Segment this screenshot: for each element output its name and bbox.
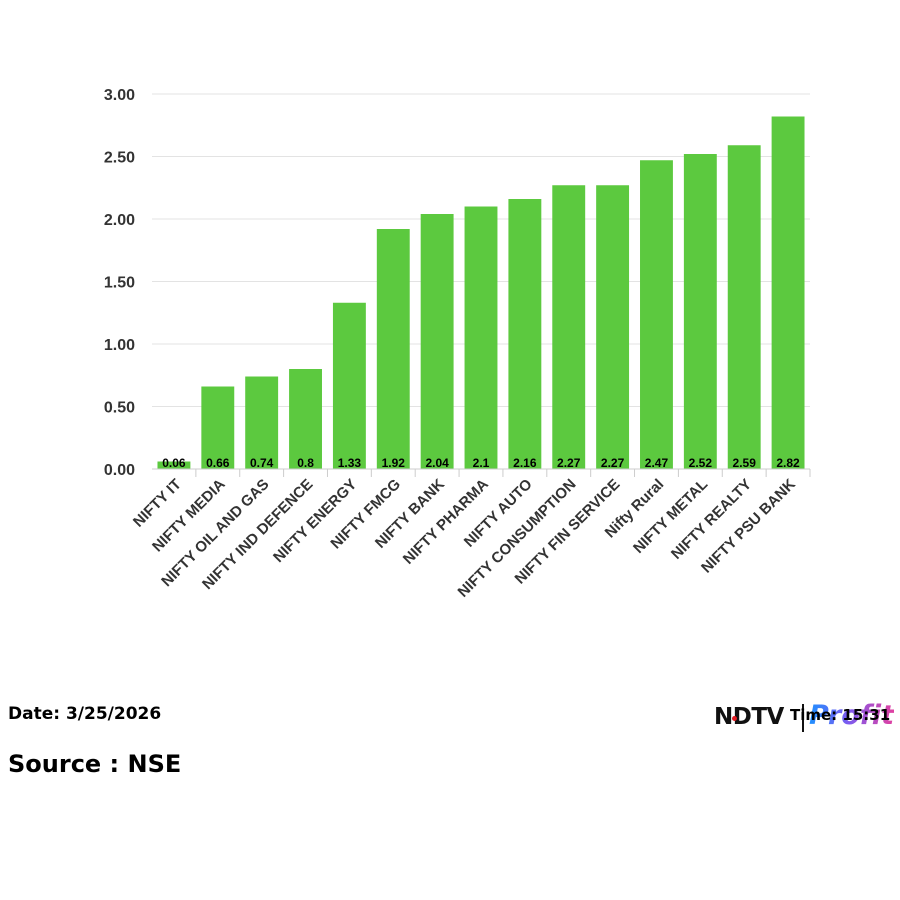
data-label: 2.82 [776, 456, 800, 470]
bar [289, 369, 322, 469]
bar [201, 386, 235, 469]
data-label: 2.27 [601, 456, 625, 470]
bar [727, 145, 761, 469]
bar-chart: 0.00 0.50 1.00 1.50 2.00 2.50 3.00 0.06 0.66 0.7… [104, 87, 811, 601]
data-label: 2.59 [733, 456, 757, 470]
bar [332, 302, 366, 469]
y-tick-label: 2.50 [104, 150, 135, 167]
ndtv-profit-logo: NDTV Profit [714, 700, 894, 736]
data-label: 2.47 [645, 456, 669, 470]
bar [683, 154, 717, 469]
bar [245, 376, 279, 469]
ndtv-red-dot [732, 716, 737, 721]
data-label: 2.16 [513, 456, 537, 470]
data-label: 0.06 [162, 456, 186, 470]
y-tick-label: 1.50 [104, 275, 135, 292]
data-label: 0.66 [206, 456, 230, 470]
data-label: 2.52 [689, 456, 713, 470]
bar [552, 185, 586, 469]
y-tick-label: 1.00 [104, 337, 135, 354]
data-label: 2.04 [425, 456, 449, 470]
profit-wordmark: Profit [809, 700, 894, 731]
data-label: 2.1 [473, 456, 490, 470]
bar [508, 199, 542, 469]
data-label: 2.27 [557, 456, 581, 470]
source-label: Source : NSE [8, 750, 182, 778]
bar [420, 214, 454, 469]
y-tick-label: 0.50 [104, 400, 135, 417]
bar [464, 206, 498, 469]
data-labels: 0.06 0.66 0.74 0.8 1.33 1.92 2.04 2.1 2.16 2.27 2.… [162, 456, 800, 470]
data-label: 0.8 [297, 456, 314, 470]
bars [157, 116, 805, 469]
data-label: 1.92 [382, 456, 406, 470]
data-label: 0.74 [250, 456, 274, 470]
date-label: Date: 3/25/2026 [8, 704, 162, 724]
bar [771, 116, 805, 469]
y-axis-ticks: 0.00 0.50 1.00 1.50 2.00 2.50 3.00 [104, 87, 135, 479]
time-label: Time: 15:31 [790, 706, 891, 724]
y-tick-label: 3.00 [104, 87, 135, 104]
logo-divider [802, 704, 804, 732]
y-tick-label: 0.00 [104, 462, 135, 479]
bar [596, 185, 630, 469]
bar [376, 229, 410, 469]
bar [640, 160, 673, 469]
data-label: 1.33 [338, 456, 362, 470]
ndtv-wordmark: NDTV [714, 704, 784, 730]
y-tick-label: 2.00 [104, 212, 135, 229]
bar [157, 461, 191, 469]
